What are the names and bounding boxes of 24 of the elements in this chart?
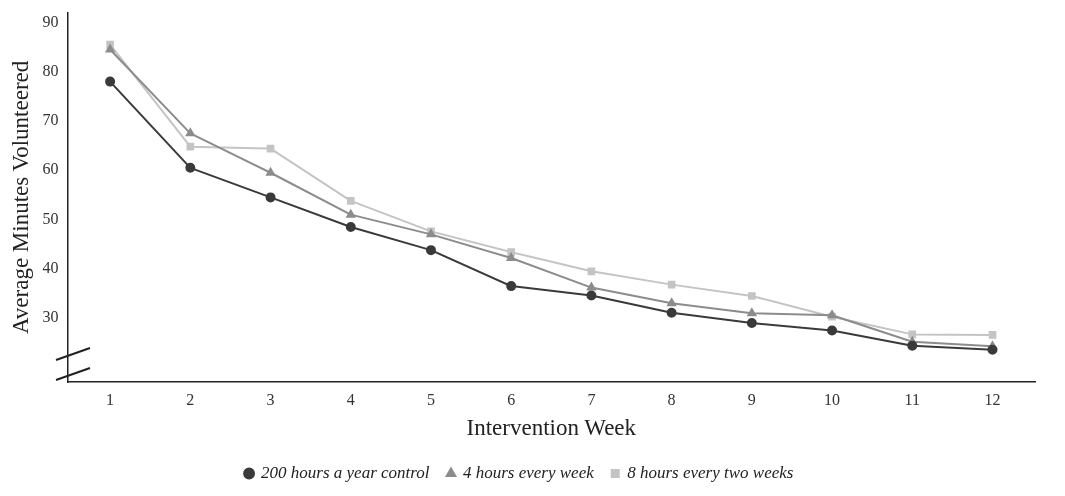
y-tick-label: 40	[42, 259, 59, 277]
x-tick-label: 2	[186, 391, 195, 408]
x-tick-label: 9	[747, 391, 756, 408]
y-tick-label: 80	[42, 61, 59, 79]
y-tick-label: 70	[42, 111, 59, 129]
x-tick-label: 10	[824, 391, 841, 408]
x-axis-title: Intervention Week	[466, 415, 637, 441]
legend-label: 8 hours every two weeks	[627, 462, 794, 482]
x-tick-label: 1	[106, 391, 115, 408]
x-tick-label: 7	[587, 391, 596, 408]
x-tick-label: 6	[507, 391, 516, 408]
x-tick-label: 4	[346, 391, 355, 408]
y-tick-label: 50	[42, 209, 59, 227]
x-tick-label: 5	[426, 391, 435, 408]
y-tick-label: 90	[42, 12, 59, 30]
x-tick-label: 8	[667, 391, 676, 408]
legend-label: 200 hours a year control	[261, 462, 430, 482]
y-tick-label: 30	[42, 308, 59, 326]
y-axis-title: Average Minutes Volunteered	[7, 60, 33, 335]
x-tick-label: 3	[266, 391, 275, 408]
x-tick-label: 12	[984, 391, 1001, 408]
x-tick-label: 11	[904, 391, 920, 408]
legend-label: 4 hours every week	[462, 462, 595, 482]
y-tick-label: 60	[42, 160, 59, 178]
